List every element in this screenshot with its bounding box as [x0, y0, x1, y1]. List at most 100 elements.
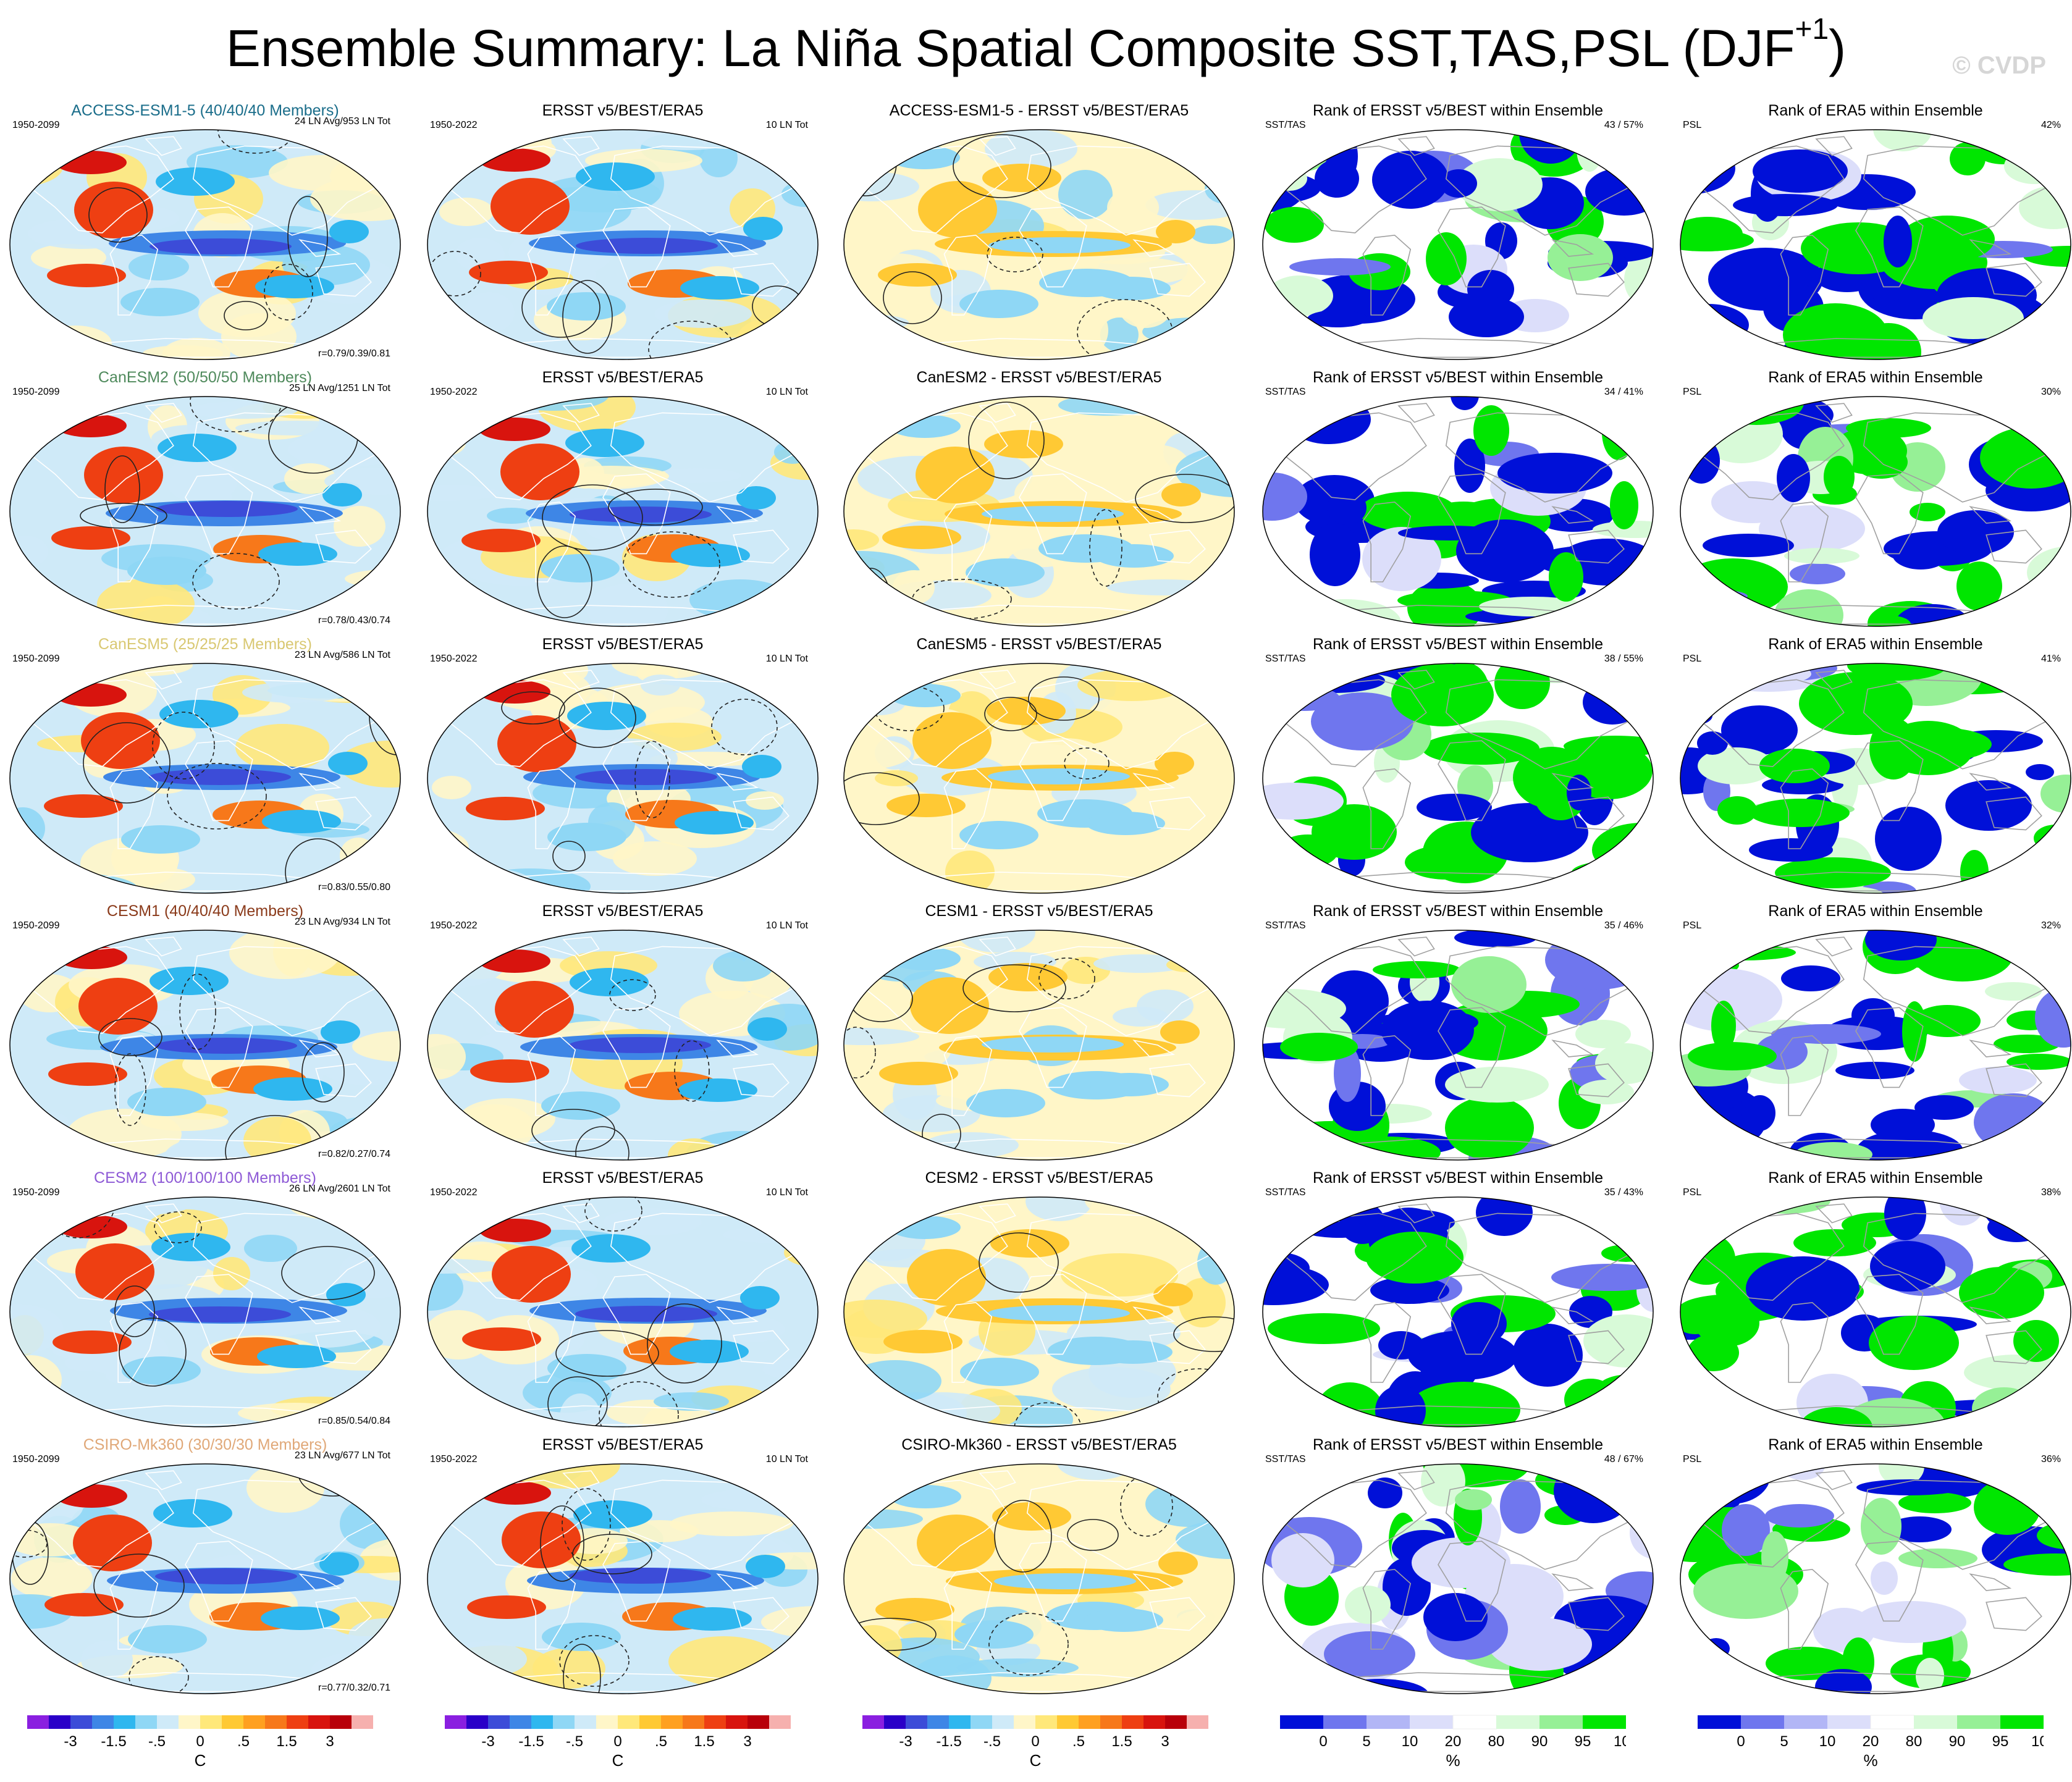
anomaly-patch — [844, 736, 911, 771]
colorbar-swatch — [1452, 1715, 1497, 1729]
rank-percent: 30% — [2040, 387, 2061, 397]
coastline-1 — [109, 768, 159, 849]
coastline-4 — [1568, 1063, 1625, 1098]
rank-title: Rank of ERA5 within Ensemble — [1768, 1169, 1983, 1187]
rank-title: Rank of ERA5 within Ensemble — [1768, 102, 1983, 119]
coastline-6 — [1132, 1306, 1176, 1324]
anomaly-patch — [427, 843, 463, 862]
coastline-5 — [1815, 403, 1853, 423]
anomaly-core — [151, 1233, 230, 1261]
anomaly-patch — [340, 838, 377, 873]
coastline-6 — [1969, 1040, 2012, 1057]
anomaly-core — [127, 1088, 206, 1116]
anomaly-core — [492, 1246, 571, 1303]
rank-patch — [1950, 142, 1986, 175]
psl-contour — [224, 301, 268, 330]
coastline-5 — [562, 1470, 600, 1490]
rank-patch — [1370, 1277, 1449, 1304]
coastline-6 — [1969, 1306, 2012, 1324]
rank-patch — [1887, 1516, 1952, 1542]
model-map — [9, 396, 401, 627]
rank-patch — [1583, 680, 1642, 725]
anomaly-patch — [849, 1360, 941, 1402]
psl-contour — [179, 973, 216, 1050]
anomaly-core — [128, 1625, 207, 1654]
coastline-0 — [1701, 1213, 1845, 1301]
model-map — [9, 129, 401, 360]
coastline-5 — [1397, 136, 1435, 156]
colorbar-swatch — [445, 1715, 467, 1729]
anomaly-core — [1153, 1283, 1193, 1306]
event-count: 23 LN Avg/677 LN Tot — [294, 1450, 390, 1461]
anomaly-core — [262, 810, 341, 833]
rank-patch — [1451, 397, 1479, 410]
rank-patch — [1575, 1020, 1631, 1048]
psl-contour — [674, 1040, 710, 1102]
anomaly-core — [1160, 1020, 1200, 1044]
colorbar-tick-label: 20 — [1863, 1733, 1879, 1750]
coastline-6 — [298, 1573, 342, 1591]
event-count: 10 LN Tot — [765, 120, 808, 130]
coastline-5 — [145, 936, 182, 957]
anomaly-core — [875, 1598, 954, 1621]
psl-contour — [1173, 1316, 1234, 1352]
colorbar-tick-label: -1.5 — [518, 1733, 544, 1750]
rank-title: Rank of ERSST v5/BEST within Ensemble — [1312, 102, 1604, 119]
period-label: 1950-2099 — [12, 654, 60, 664]
rank-patch — [1576, 1682, 1653, 1694]
rank-patch — [1945, 780, 2032, 831]
anomaly-patch — [427, 1477, 468, 1516]
rank-patch — [1687, 1653, 1732, 1679]
anomaly-patch — [553, 466, 669, 487]
colorbar-tick-label: 3 — [743, 1733, 751, 1750]
difference-title: ACCESS-ESM1-5 - ERSST v5/BEST/ERA5 — [889, 102, 1189, 119]
rank-patch — [1473, 405, 1509, 456]
colorbar-swatch — [553, 1715, 575, 1729]
colorbar-swatch — [704, 1715, 726, 1729]
diff-map — [843, 663, 1235, 894]
colorbar-tick-label: 1.5 — [276, 1733, 297, 1750]
map-border — [427, 396, 819, 627]
rank-patch — [1974, 1093, 2054, 1151]
coastline-1 — [1780, 1301, 1829, 1383]
panel-model: CESM1 (40/40/40 Members) 1950-2099 23 LN A… — [1, 902, 409, 1167]
colorbar-tick-label: -.5 — [566, 1733, 583, 1750]
variable-label: SST/TAS — [1265, 1454, 1306, 1465]
anomaly-core — [740, 1286, 780, 1309]
period-label: 1950-2022 — [430, 654, 478, 664]
anomaly-core — [547, 823, 626, 851]
anomaly-patch — [427, 323, 494, 359]
anomaly-patch — [755, 1197, 818, 1212]
rank-patch — [1884, 216, 1912, 267]
coastline-6 — [1132, 1573, 1176, 1591]
coastline-0 — [1701, 946, 1845, 1034]
map-border — [9, 930, 401, 1161]
anomaly-patch — [81, 1641, 133, 1679]
psl-contour — [154, 1211, 202, 1243]
coastline-4 — [733, 796, 790, 831]
pattern-correlation: r=0.78/0.43/0.74 — [318, 615, 390, 626]
pattern-correlation: r=0.79/0.39/0.81 — [318, 348, 390, 359]
rank-patch — [1327, 490, 1367, 525]
coastline-0 — [1701, 145, 1845, 233]
anomaly-core — [155, 1038, 297, 1054]
coastline-5 — [145, 1470, 182, 1490]
rank-title: Rank of ERSST v5/BEST within Ensemble — [1312, 902, 1604, 920]
rank-patch — [1500, 1479, 1541, 1534]
map-border — [843, 396, 1235, 627]
variable-label: PSL — [1683, 1454, 1702, 1465]
psl-contour — [547, 1376, 608, 1427]
map-border — [843, 930, 1235, 1161]
anomaly-core — [918, 181, 997, 238]
anomaly-patch — [689, 579, 791, 620]
coastline-4 — [315, 263, 372, 297]
anomaly-patch — [1073, 843, 1179, 866]
anomaly-patch — [985, 130, 1077, 169]
colorbar-swatch — [1367, 1715, 1410, 1729]
coastline-4 — [1568, 263, 1625, 297]
coastline-4 — [733, 1330, 790, 1364]
colorbar-swatch — [157, 1715, 179, 1729]
psl-contour — [542, 484, 643, 551]
colorbar-swatch — [1870, 1715, 1914, 1729]
coastline-4 — [315, 529, 372, 564]
